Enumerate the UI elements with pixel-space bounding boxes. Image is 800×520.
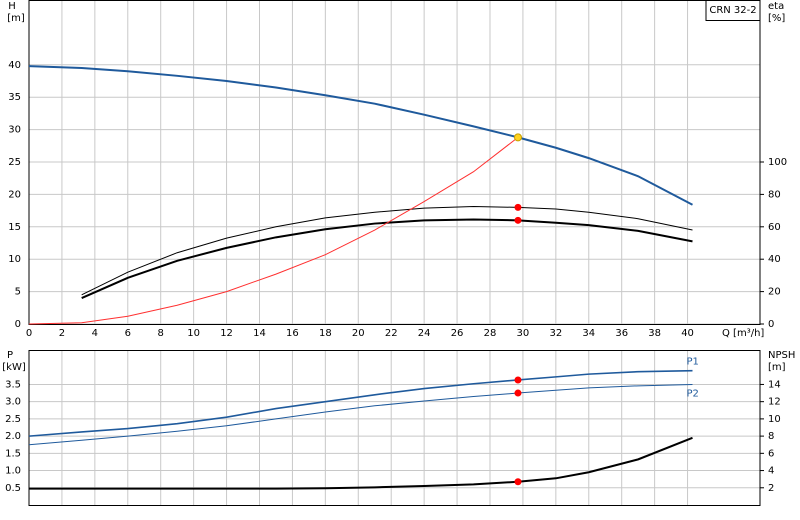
y2-tick-label: 14 [768, 379, 781, 390]
x-tick-label: 26 [451, 328, 464, 339]
x-tick-label: 20 [352, 328, 365, 339]
y-axis-unit: [m] [7, 13, 25, 24]
x-tick-label: 16 [286, 328, 299, 339]
duty-point [514, 203, 522, 211]
x-axis-label: Q [m³/h] [722, 328, 764, 339]
x-tick-label: 18 [319, 328, 332, 339]
y-tick-label: 1.0 [5, 466, 21, 477]
x-tick-label: 2 [59, 328, 65, 339]
x-tick-label: 0 [26, 328, 32, 339]
duty-point [514, 376, 522, 384]
y-axis-label: H [8, 1, 16, 12]
x-tick-label: 8 [158, 328, 164, 339]
x-tick-label: 36 [615, 328, 628, 339]
curve [28, 136, 519, 325]
y-tick-label: 35 [8, 92, 21, 103]
y-tick-label: 2.5 [5, 414, 21, 425]
x-tick-label: 38 [648, 328, 661, 339]
curve [28, 369, 693, 437]
series-label: P2 [686, 388, 698, 399]
y-tick-label: 0.5 [5, 483, 21, 494]
y2-tick-label: 100 [768, 157, 787, 168]
y-axis-unit: [kW] [2, 362, 26, 373]
x-tick-label: 4 [92, 328, 98, 339]
y2-tick-label: 2 [768, 483, 774, 494]
duty-point [514, 389, 522, 397]
y2-tick-label: 60 [768, 222, 781, 233]
y-tick-label: 40 [8, 60, 21, 71]
y2-tick-label: 10 [768, 414, 781, 425]
y-tick-label: 10 [8, 254, 21, 265]
y-tick-label: 30 [8, 125, 21, 136]
y-tick-label: 3.0 [5, 397, 21, 408]
curve [29, 436, 693, 490]
curve [28, 65, 693, 206]
y2-tick-label: 80 [768, 189, 781, 200]
x-tick-label: 32 [549, 328, 562, 339]
curve [28, 383, 693, 446]
x-tick-label: 30 [517, 328, 530, 339]
x-tick-label: 34 [582, 328, 595, 339]
y-tick-label: 0 [15, 319, 21, 330]
y2-axis-label: NPSH [768, 350, 795, 361]
plot-frame [28, 350, 761, 506]
x-tick-label: 40 [681, 328, 694, 339]
y-tick-label: 2.0 [5, 431, 21, 442]
y2-tick-label: 6 [768, 448, 774, 459]
curve [81, 218, 693, 299]
duty-point [514, 216, 522, 224]
y-axis-label: P [7, 350, 13, 361]
chart-title: CRN 32-2 [709, 5, 756, 16]
x-tick-label: 22 [385, 328, 398, 339]
y-tick-label: 3.5 [5, 379, 21, 390]
x-tick-label: 10 [187, 328, 200, 339]
y2-tick-label: 8 [768, 431, 774, 442]
y2-axis-unit: [m] [768, 362, 786, 373]
y2-axis-unit: [%] [768, 13, 785, 24]
x-tick-label: 12 [220, 328, 233, 339]
duty-point [513, 133, 522, 142]
y-tick-label: 5 [15, 287, 21, 298]
y-tick-label: 1.5 [5, 448, 21, 459]
y2-axis-label: eta [768, 1, 784, 12]
y-tick-label: 25 [8, 157, 21, 168]
x-tick-label: 14 [253, 328, 266, 339]
y2-tick-label: 4 [768, 466, 774, 477]
x-tick-label: 28 [484, 328, 497, 339]
y-tick-label: 15 [8, 222, 21, 233]
y-tick-label: 20 [8, 189, 21, 200]
plot-frame [28, 0, 761, 325]
y2-tick-label: 20 [768, 287, 781, 298]
series-label: P1 [686, 357, 698, 368]
title-box [705, 0, 761, 21]
x-tick-label: 6 [125, 328, 131, 339]
duty-point [514, 478, 522, 486]
y2-tick-label: 40 [768, 254, 781, 265]
y2-tick-label: 0 [768, 319, 774, 330]
x-tick-label: 24 [418, 328, 431, 339]
y2-tick-label: 12 [768, 397, 781, 408]
curve [81, 206, 693, 296]
